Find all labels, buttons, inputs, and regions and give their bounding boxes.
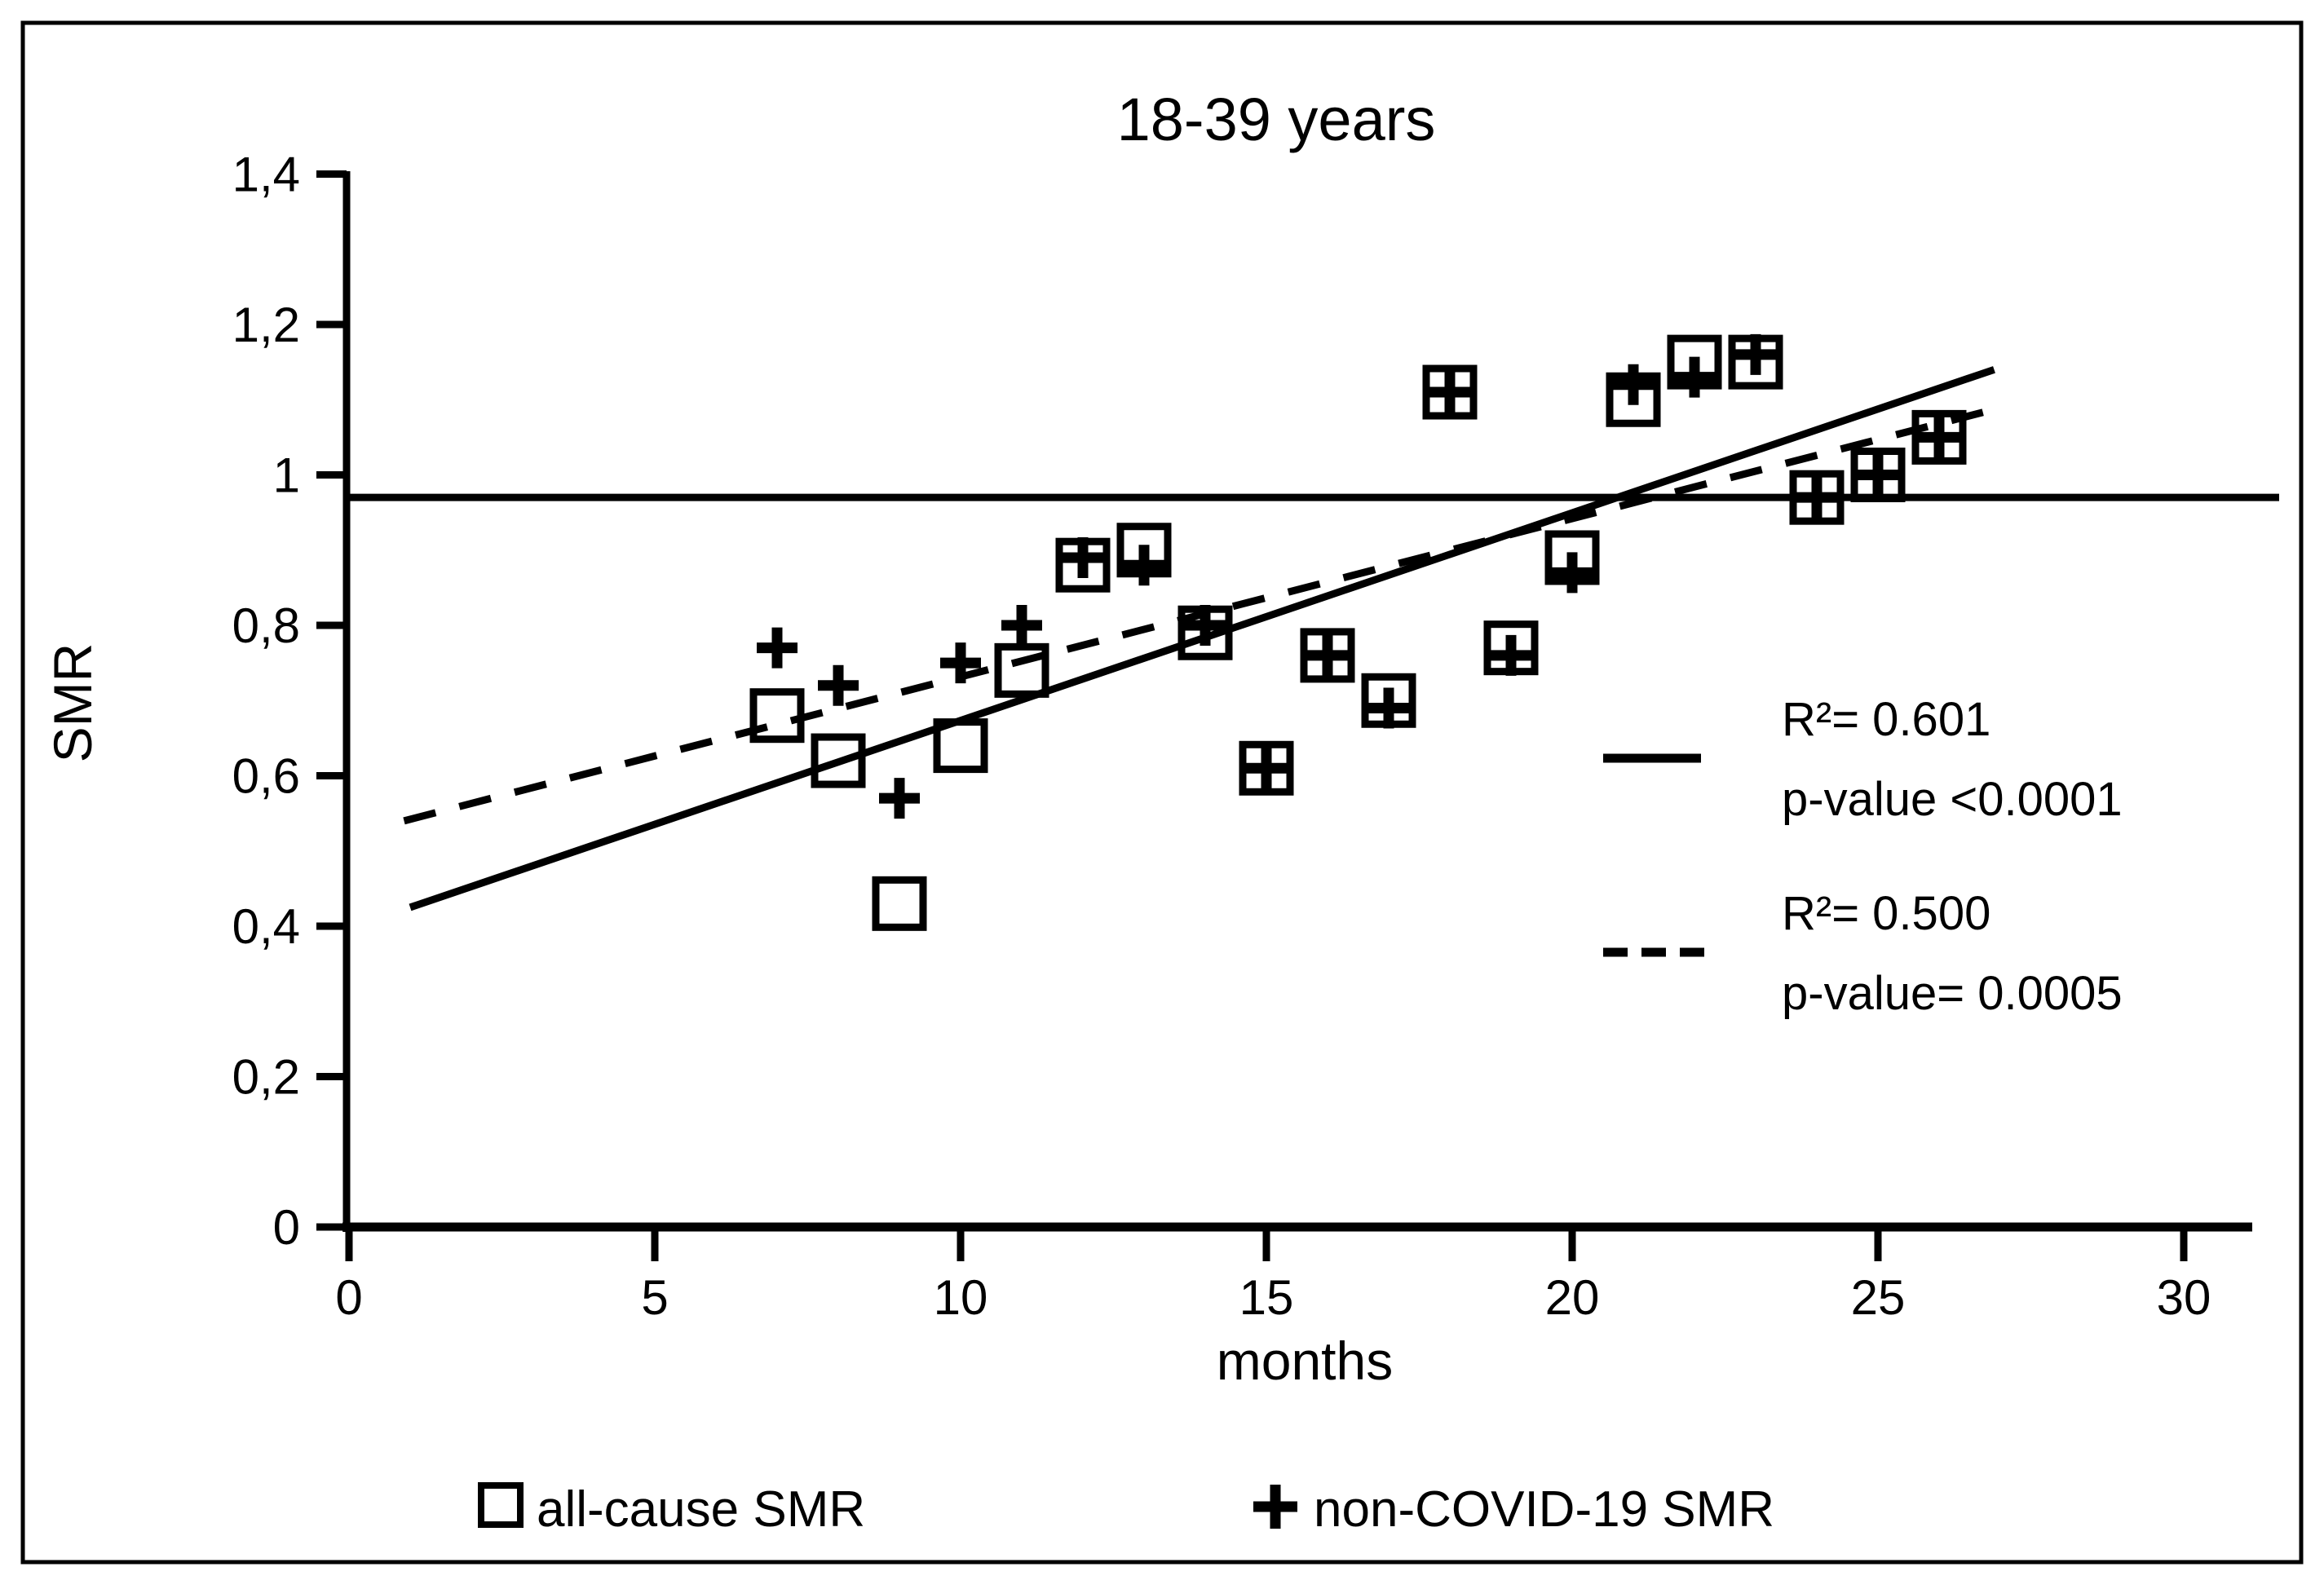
trendline-stats-dashed: R²= 0.500 p-value= 0.0005	[1603, 887, 2123, 1020]
data-point-plus	[1919, 417, 1959, 458]
data-point-plus	[1613, 364, 1654, 405]
data-points-group	[749, 333, 1967, 931]
square-marker-icon	[478, 1482, 524, 1528]
legend-all-cause-label: all-cause SMR	[537, 1481, 865, 1538]
trendline-stats-solid: R²= 0.601 p-value <0.0001	[1603, 693, 2123, 826]
x-tick-label: 25	[1851, 1270, 1906, 1325]
trendline-dashed	[403, 407, 1990, 825]
data-point-square	[1789, 470, 1845, 525]
y-axis-title: SMR	[42, 643, 103, 763]
y-tick-label: 1,4	[232, 148, 300, 202]
data-point-plus	[1368, 687, 1409, 729]
legend-all-cause: all-cause SMR	[478, 1481, 865, 1538]
data-point-plus	[1858, 454, 1898, 496]
y-tick-label: 0,2	[232, 1050, 300, 1105]
tick-group: 1,4 1,2 1 0,8 0,6 0,4 0,2 00 5 10 15 20 25 30	[232, 148, 2211, 1326]
legend-non-covid: non-COVID-19 SMR	[1253, 1481, 1774, 1538]
data-point-plus	[1185, 605, 1226, 646]
data-point-square	[1911, 409, 1967, 465]
data-point-plus	[1063, 536, 1103, 578]
legend-non-covid-label: non-COVID-19 SMR	[1314, 1481, 1774, 1538]
y-tick-label: 0	[273, 1200, 300, 1255]
data-point-square	[1422, 364, 1478, 420]
r-squared-dashed-label: R²= 0.500	[1782, 887, 1990, 940]
y-tick-label: 1	[273, 448, 300, 503]
data-point-square	[749, 688, 805, 744]
data-point-square	[1239, 740, 1294, 796]
axes-group	[342, 171, 2252, 1232]
data-point-square	[872, 876, 927, 931]
data-point-plus	[1429, 372, 1470, 413]
data-point-plus	[1796, 477, 1837, 519]
data-point-plus	[757, 627, 797, 669]
data-point-square	[994, 642, 1049, 698]
data-point-square	[933, 718, 988, 774]
y-tick-label: 0,6	[232, 749, 300, 804]
p-value-solid-label: p-value <0.0001	[1782, 773, 2123, 826]
x-tick-label: 30	[2157, 1270, 2211, 1325]
data-point-plus	[879, 778, 920, 819]
x-tick-label: 15	[1239, 1270, 1294, 1325]
x-tick-label: 10	[934, 1270, 988, 1325]
figure-border	[20, 20, 2304, 1565]
p-value-dashed-label: p-value= 0.0005	[1782, 967, 2123, 1020]
x-tick-label: 20	[1545, 1270, 1600, 1325]
data-point-plus	[940, 642, 981, 684]
r-squared-solid-label: R²= 0.601	[1782, 693, 1990, 746]
data-point-plus	[1124, 545, 1164, 586]
y-tick-label: 0,8	[232, 598, 300, 653]
data-point-plus	[1552, 552, 1593, 594]
x-tick-label: 0	[335, 1270, 362, 1325]
x-tick-label: 5	[641, 1270, 668, 1325]
data-point-plus	[1246, 748, 1287, 789]
data-point-plus	[1001, 605, 1042, 646]
y-tick-label: 1,2	[232, 298, 300, 352]
trendline-group	[403, 366, 1995, 911]
chart-title: 18-39 years	[1117, 86, 1436, 153]
y-tick-label: 0,4	[232, 899, 300, 954]
data-point-square	[811, 733, 866, 788]
data-point-plus	[1491, 634, 1531, 676]
data-point-plus	[1735, 333, 1776, 375]
plus-marker-icon	[1253, 1485, 1297, 1529]
data-point-plus	[818, 664, 859, 706]
data-point-plus	[1674, 356, 1715, 398]
data-point-plus	[1307, 634, 1348, 676]
x-axis-title: months	[1217, 1331, 1393, 1391]
data-point-square	[1850, 448, 1906, 502]
data-point-square	[1300, 628, 1355, 683]
